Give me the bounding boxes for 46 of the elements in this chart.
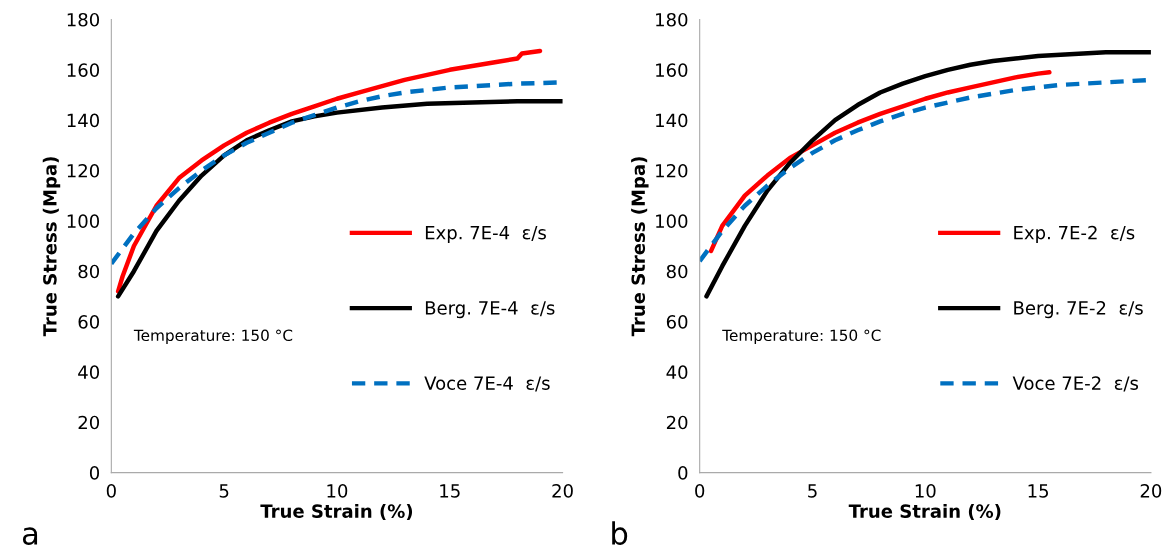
y-tick-label: 20 xyxy=(666,415,688,430)
y-tick-label: 80 xyxy=(666,264,688,279)
y-tick-label: 20 xyxy=(78,415,100,430)
y-tick-label: 160 xyxy=(67,63,100,77)
legend-label: Exp. 7E-4 ε/s xyxy=(425,226,546,243)
y-tick-label: 180 xyxy=(67,12,100,27)
y-tick-label: 0 xyxy=(89,466,100,480)
legend-label: Exp. 7E-2 ε/s xyxy=(1014,225,1135,243)
x-tick-label: 0 xyxy=(695,484,705,498)
x-axis-title: True Strain (%) xyxy=(848,503,1001,521)
x-tick-label: 5 xyxy=(219,484,229,498)
line-series xyxy=(708,70,1052,254)
x-tick-label: 5 xyxy=(808,484,817,498)
line-series xyxy=(704,49,1151,299)
x-tick-label: 20 xyxy=(552,484,573,498)
text: a xyxy=(22,527,38,545)
x-tick-label: 10 xyxy=(327,484,348,498)
x-tick-label: 15 xyxy=(440,484,460,498)
y-tick-label: 140 xyxy=(656,113,688,128)
y-axis-title: True Stress (Mpa) xyxy=(42,157,61,337)
y-tick-label: 0 xyxy=(678,466,688,480)
y-tick-label: 140 xyxy=(67,113,100,128)
legend-label: Berg. 7E-2 ε/s xyxy=(1014,301,1143,319)
x-axis-title: True Strain (%) xyxy=(260,503,413,521)
y-tick-label: 40 xyxy=(666,365,688,380)
y-tick-label: 100 xyxy=(67,214,100,228)
x-tick-label: 15 xyxy=(1028,484,1049,498)
y-tick-label: 120 xyxy=(656,163,688,178)
y-tick-label: 160 xyxy=(656,63,688,77)
y-tick-label: 60 xyxy=(666,315,688,329)
y-tick-label: 120 xyxy=(67,163,100,178)
y-tick-label: 40 xyxy=(78,365,100,380)
y-tick-label: 100 xyxy=(656,214,688,228)
annotation: Temperature: 150 °C xyxy=(133,329,293,345)
annotation: Temperature: 150 °C xyxy=(722,329,881,345)
y-tick-label: 60 xyxy=(78,315,100,329)
text: b xyxy=(612,521,628,545)
y-tick-label: 80 xyxy=(78,264,100,279)
y-tick-label: 180 xyxy=(656,12,688,27)
legend-label: Voce 7E-4 ε/s xyxy=(424,376,550,392)
y-axis-title: True Stress (Mpa) xyxy=(631,157,649,337)
legend-label: Berg. 7E-4 ε/s xyxy=(425,301,555,319)
legend-label: Voce 7E-2 ε/s xyxy=(1012,376,1139,392)
x-tick-label: 10 xyxy=(915,484,936,498)
x-tick-label: 20 xyxy=(1140,484,1162,498)
x-tick-label: 0 xyxy=(106,484,116,498)
